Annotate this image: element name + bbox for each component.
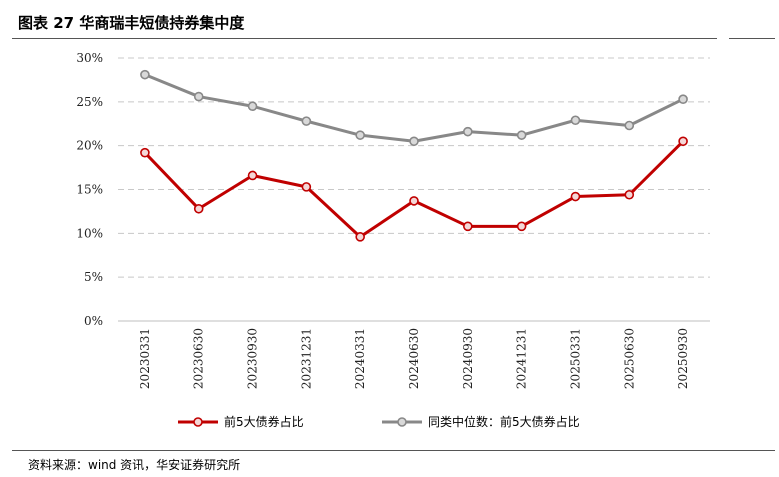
y-axis-ticks: 0% 5% 10% 15% 20% 25% 30% bbox=[76, 51, 103, 328]
data-point bbox=[355, 232, 365, 242]
y-tick-label: 15% bbox=[76, 183, 103, 197]
data-point bbox=[140, 147, 150, 158]
data-point bbox=[140, 69, 150, 80]
x-tick-label: 20231231 bbox=[299, 328, 313, 389]
line-chart: 0%5%10%15%20%25%30% 20230331 20230630 2023… bbox=[76, 51, 710, 429]
x-axis-ticks: 20230331 20230630 20230930 20231231 20240331… bbox=[138, 328, 690, 389]
data-point bbox=[570, 115, 581, 126]
x-tick-label: 20240331 bbox=[353, 328, 367, 389]
data-point bbox=[409, 196, 419, 206]
data-point bbox=[301, 116, 312, 126]
data-point bbox=[193, 203, 204, 214]
data-point bbox=[247, 101, 258, 112]
data-point bbox=[624, 120, 635, 131]
data-point bbox=[678, 94, 688, 105]
series-line bbox=[144, 73, 684, 143]
data-point bbox=[516, 130, 527, 140]
series-top5-share bbox=[140, 136, 688, 242]
gridlines bbox=[118, 57, 710, 278]
data-point bbox=[301, 182, 312, 192]
data-point bbox=[193, 91, 204, 102]
y-tick-label: 20% bbox=[76, 139, 103, 153]
data-point bbox=[247, 170, 258, 181]
x-tick-label: 20250630 bbox=[622, 328, 636, 389]
legend-swatch-marker bbox=[193, 417, 203, 427]
series-peer-median bbox=[140, 69, 688, 147]
data-point bbox=[463, 126, 473, 137]
source-divider bbox=[12, 450, 775, 451]
data-point bbox=[570, 191, 581, 202]
y-tick-label: 25% bbox=[76, 95, 103, 109]
data-point bbox=[678, 136, 688, 147]
x-tick-label: 20240630 bbox=[407, 328, 421, 389]
data-point bbox=[516, 221, 527, 232]
legend-label: 前5大债券占比 bbox=[224, 414, 304, 429]
x-tick-label: 20230930 bbox=[246, 328, 260, 389]
series-group bbox=[140, 69, 688, 242]
x-tick-label: 20230630 bbox=[192, 328, 206, 389]
x-tick-label: 20250331 bbox=[568, 328, 582, 389]
x-tick-label: 20230331 bbox=[138, 328, 152, 389]
x-tick-label: 20241231 bbox=[515, 328, 529, 389]
y-tick-label: 0% bbox=[84, 314, 103, 328]
source-note: 资料来源：wind 资讯，华安证券研究所 bbox=[28, 458, 241, 472]
legend-label: 同类中位数：前5大债券占比 bbox=[428, 414, 580, 429]
legend-item: 同类中位数：前5大债券占比 bbox=[382, 414, 580, 429]
title-underline bbox=[12, 38, 717, 39]
data-point bbox=[624, 189, 635, 200]
title-underline-right bbox=[729, 38, 775, 39]
y-tick-label: 10% bbox=[76, 226, 103, 240]
x-tick-label: 20250930 bbox=[676, 328, 690, 389]
legend-swatch-marker bbox=[397, 417, 407, 427]
y-tick-label: 30% bbox=[76, 51, 103, 65]
y-tick-label: 5% bbox=[84, 270, 103, 284]
data-point bbox=[463, 221, 473, 232]
legend: 前5大债券占比 同类中位数：前5大债券占比 bbox=[178, 414, 580, 429]
x-tick-label: 20240930 bbox=[461, 328, 475, 389]
data-point bbox=[409, 136, 419, 147]
data-point bbox=[355, 130, 365, 140]
legend-item: 前5大债券占比 bbox=[178, 414, 304, 429]
figure-title: 图表 27 华商瑞丰短债持券集中度 bbox=[18, 14, 245, 32]
